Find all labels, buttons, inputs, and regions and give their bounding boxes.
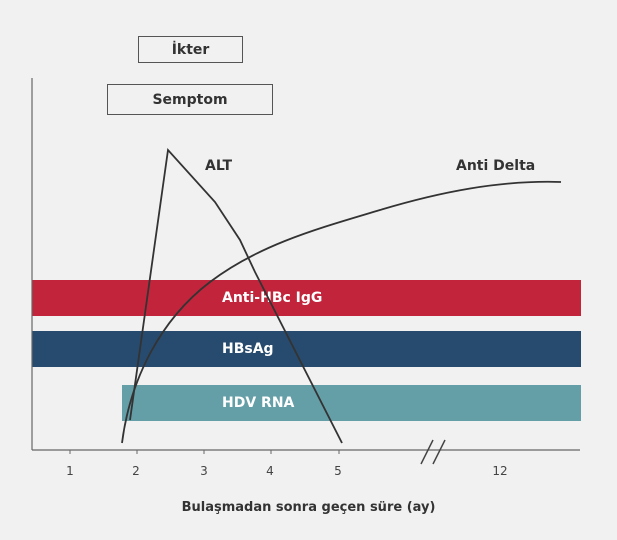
axis-break-mark xyxy=(420,439,446,465)
anti-hbc-igg-bar: Anti-HBc IgG xyxy=(32,280,581,316)
alt-label: ALT xyxy=(205,158,232,174)
x-axis-label: Bulaşmadan sonra geçen süre (ay) xyxy=(181,500,436,515)
symptoms-box: Semptom xyxy=(107,84,273,115)
x-tick-label: 5 xyxy=(334,464,342,478)
jaundice-box: İkter xyxy=(138,36,243,63)
hdv-rna-bar: HDV RNA xyxy=(122,385,581,421)
x-tick-label: 4 xyxy=(266,464,274,478)
anti-delta-label: Anti Delta xyxy=(456,158,536,174)
alt-curve xyxy=(129,147,343,444)
x-tick-label: 3 xyxy=(200,464,208,478)
anti-delta-curve xyxy=(121,180,562,444)
x-tick-label: 12 xyxy=(492,464,508,478)
x-tick-label: 1 xyxy=(66,464,74,478)
hbsag-bar: HBsAg xyxy=(32,331,581,367)
x-tick-label: 2 xyxy=(132,464,140,478)
x-ticks xyxy=(69,450,340,454)
